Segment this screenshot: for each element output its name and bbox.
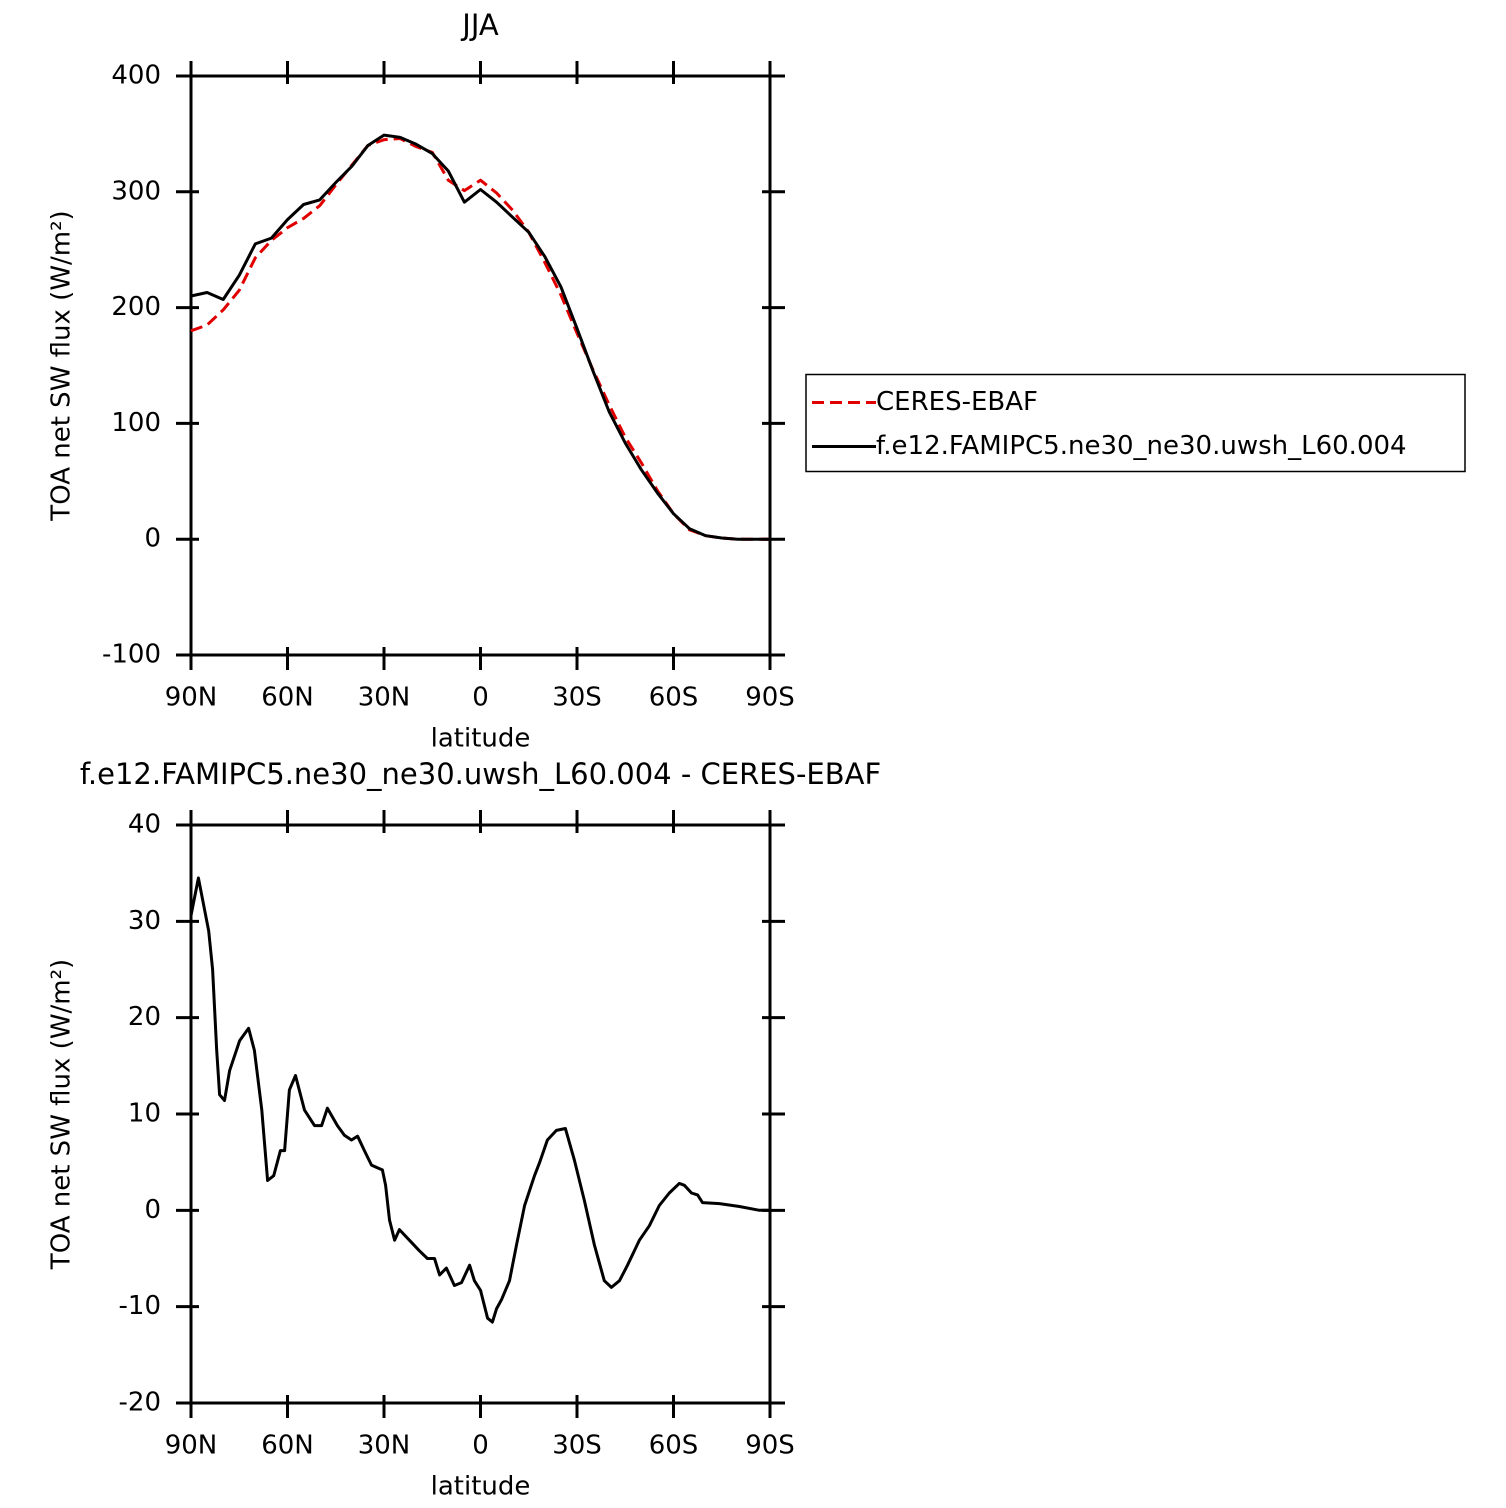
x-tick-label: 60S	[649, 683, 699, 713]
chart-title: JJA	[460, 8, 499, 42]
plot-frame	[189, 74, 772, 657]
data-line	[190, 133, 770, 541]
y-tick-label: 200	[111, 292, 161, 322]
y-axis-label: TOA net SW flux (W/m²)	[47, 959, 77, 1270]
y-tick-label: 0	[144, 1195, 161, 1225]
legend-label: f.e12.FAMIPC5.ne30_ne30.uwsh_L60.004	[876, 431, 1407, 461]
x-tick-label: 90S	[745, 1431, 795, 1461]
x-tick-label: 90N	[165, 1431, 218, 1461]
x-tick-label: 60N	[261, 1431, 314, 1461]
data-line	[189, 876, 770, 1324]
data-line	[190, 137, 770, 541]
x-tick-label: 0	[472, 683, 489, 713]
x-tick-label: 90S	[745, 683, 795, 713]
y-tick-label: 400	[111, 61, 161, 91]
x-tick-label: 90N	[165, 683, 218, 713]
y-tick-label: 10	[128, 1099, 161, 1129]
x-tick-label: 30N	[358, 683, 411, 713]
plot-frame	[189, 823, 772, 1405]
y-tick-label: -20	[119, 1388, 161, 1418]
y-tick-label: -10	[119, 1291, 161, 1321]
x-axis-label: latitude	[431, 1472, 531, 1502]
chart-title: f.e12.FAMIPC5.ne30_ne30.uwsh_L60.004 - C…	[80, 757, 881, 791]
x-axis-label: latitude	[431, 724, 531, 754]
x-tick-label: 30S	[552, 1431, 602, 1461]
y-tick-label: 100	[111, 408, 161, 438]
y-tick-label: 40	[128, 810, 161, 840]
y-tick-label: 30	[128, 906, 161, 936]
y-tick-label: -100	[102, 640, 161, 670]
y-tick-label: 20	[128, 1002, 161, 1032]
x-tick-label: 60N	[261, 683, 314, 713]
legend-label: CERES-EBAF	[876, 387, 1038, 417]
x-tick-label: 0	[472, 1431, 489, 1461]
y-tick-label: 0	[144, 524, 161, 554]
y-axis-label: TOA net SW flux (W/m²)	[47, 210, 77, 521]
x-tick-label: 60S	[649, 1431, 699, 1461]
y-tick-label: 300	[111, 176, 161, 206]
legend-box	[805, 373, 1466, 473]
x-tick-label: 30S	[552, 683, 602, 713]
x-tick-label: 30N	[358, 1431, 411, 1461]
